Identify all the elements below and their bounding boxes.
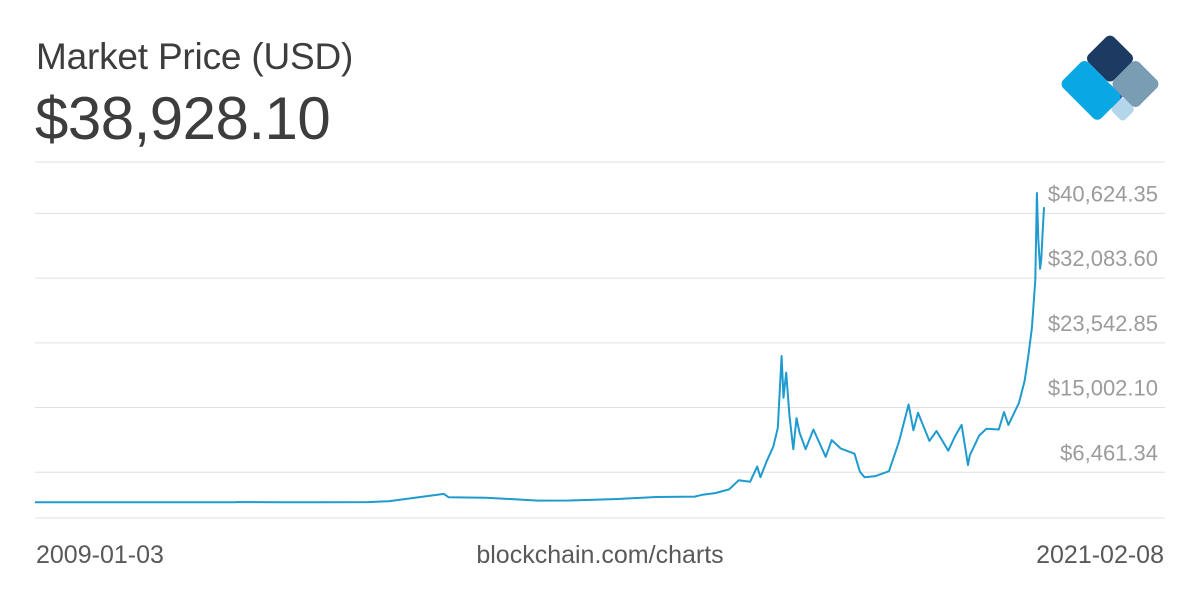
y-tick-label: $6,461.34	[1060, 440, 1158, 465]
y-tick-label: $32,083.60	[1048, 246, 1158, 271]
logo-quadrant-cyan	[1061, 61, 1121, 120]
start-date-label: 2009-01-03	[36, 541, 164, 569]
source-link[interactable]: blockchain.com/charts	[476, 541, 724, 569]
grid-lines	[35, 161, 1165, 519]
logo-quadrant-light	[1111, 98, 1134, 121]
end-date-label: 2021-02-08	[1036, 541, 1164, 569]
logo-quadrant-navy	[1087, 35, 1133, 82]
y-axis-ticks: $6,461.34 $15,002.10 $23,542.85 $32,083.60 $…	[1048, 181, 1158, 465]
price-series-line	[35, 192, 1045, 504]
y-tick-label: $40,624.35	[1048, 181, 1158, 206]
y-tick-label: $23,542.85	[1048, 311, 1158, 336]
current-price: $38,928.10	[35, 85, 331, 152]
y-tick-label: $15,002.10	[1048, 376, 1158, 401]
blockchain-logo-icon	[1061, 35, 1159, 121]
logo-quadrant-slate	[1112, 61, 1159, 107]
chart-title: Market Price (USD)	[36, 36, 354, 77]
